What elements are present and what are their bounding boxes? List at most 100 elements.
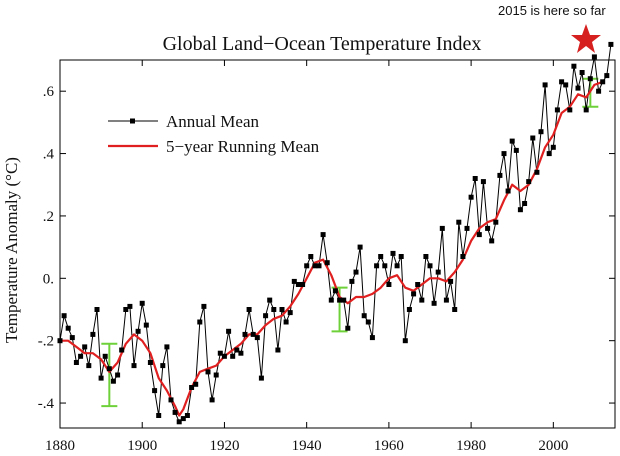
x-tick-label: 2000: [538, 438, 568, 454]
annual-mean-point: [534, 169, 540, 175]
x-tick-label: 1920: [209, 438, 239, 454]
annual-mean-point: [283, 319, 289, 325]
annual-mean-point: [476, 232, 482, 238]
annual-mean-point: [189, 385, 195, 390]
y-tick-label: .2: [43, 209, 54, 225]
annual-mean-point: [65, 325, 71, 331]
annual-mean-point: [201, 303, 207, 309]
annual-mean-point: [147, 360, 153, 365]
annual-mean-point: [275, 347, 281, 353]
annual-mean-point: [550, 144, 556, 150]
annual-mean-point: [271, 307, 277, 312]
annual-mean-point: [538, 129, 544, 135]
annual-mean-point: [402, 338, 408, 344]
annual-mean-point: [357, 244, 363, 250]
annual-mean-point: [443, 297, 449, 303]
annual-mean-point: [530, 135, 536, 141]
legend-running-label: 5−year Running Mean: [166, 137, 320, 156]
y-tick-label: .4: [43, 147, 55, 163]
plot-frame: [59, 59, 616, 429]
annual-mean-point: [238, 350, 244, 356]
annual-mean-point: [472, 176, 478, 181]
annual-mean-point: [156, 413, 162, 418]
annual-mean-point: [600, 79, 606, 85]
annual-mean-point: [250, 331, 256, 337]
y-tick-label: -.4: [38, 396, 55, 412]
annual-mean-point: [419, 297, 425, 303]
annual-mean-point: [386, 282, 392, 287]
annual-mean-point: [398, 254, 404, 259]
y-tick-label: 0.: [43, 271, 54, 287]
annual-mean-point: [152, 388, 158, 394]
annual-mean-point: [258, 375, 264, 381]
x-tick-label: 1900: [127, 438, 157, 454]
annual-mean-point: [263, 313, 269, 319]
annual-mean-point: [341, 297, 347, 303]
annual-mean-point: [567, 107, 573, 113]
annual-mean-point: [213, 372, 219, 378]
annual-mean-point: [390, 250, 396, 256]
annual-mean-point: [304, 263, 310, 269]
annual-mean-point: [73, 360, 79, 365]
annual-mean-point: [57, 338, 63, 344]
annual-mean-point: [90, 331, 96, 337]
annual-mean-point: [374, 263, 380, 269]
annual-mean-point: [197, 319, 203, 325]
annual-mean-point: [320, 232, 326, 238]
annual-mean-point: [217, 350, 223, 356]
annual-mean-point: [394, 263, 400, 269]
annual-mean-point: [176, 419, 182, 425]
annual-mean-point: [452, 307, 458, 312]
annual-mean-point: [361, 313, 367, 319]
annual-mean-point: [82, 344, 88, 350]
annual-mean-point: [242, 331, 248, 337]
annual-mean-point: [78, 353, 84, 359]
annual-mean-point: [102, 353, 108, 359]
annual-mean-point: [563, 82, 569, 88]
annual-mean-point: [86, 363, 92, 369]
x-tick-label: 1960: [374, 438, 404, 454]
annual-mean-point: [439, 225, 445, 231]
annual-mean-point: [435, 269, 441, 275]
annual-mean-point: [480, 179, 486, 185]
annual-mean-point: [431, 300, 437, 306]
annual-mean-point: [172, 409, 178, 415]
annual-mean-point: [415, 282, 421, 287]
annual-mean-point: [542, 82, 548, 88]
annual-mean-point: [509, 138, 515, 144]
annual-mean-point: [378, 254, 384, 259]
legend-annual-label: Annual Mean: [166, 112, 260, 131]
annual-mean-point: [489, 238, 495, 244]
annual-mean-point: [69, 335, 75, 341]
annotation-text: 2015 is here so far: [498, 3, 606, 18]
annual-mean-point: [505, 188, 511, 194]
annual-mean-point: [497, 172, 503, 178]
annual-mean-point: [291, 278, 297, 284]
annual-mean-point: [226, 328, 232, 334]
annual-mean-point: [279, 307, 285, 312]
annual-mean-point: [164, 344, 170, 350]
annual-mean-point: [369, 335, 375, 341]
star-icon: [571, 24, 601, 53]
x-tick-label: 1880: [45, 438, 75, 454]
annual-mean-point: [168, 397, 174, 403]
legend-annual-marker: [130, 118, 135, 124]
annual-mean-point: [221, 353, 227, 359]
running-mean-line: [60, 80, 604, 417]
axes: 1880 1900 1920 1940 1960 1980 2000 -.4 -.2 0. .2 .4…: [38, 60, 615, 454]
annual-mean-point: [287, 310, 293, 316]
annual-mean-point: [591, 54, 597, 60]
annual-mean-point: [559, 79, 565, 85]
annual-mean-point: [316, 263, 322, 269]
annual-mean-point: [427, 263, 433, 269]
annual-mean-point: [332, 288, 338, 294]
annual-mean-point: [583, 107, 589, 113]
annual-mean-point: [485, 225, 491, 231]
annual-mean-point: [456, 219, 462, 225]
annual-mean-point: [411, 291, 417, 297]
annual-mean-point: [127, 303, 133, 309]
annual-mean-point: [106, 366, 112, 372]
annual-mean-point: [349, 278, 355, 284]
